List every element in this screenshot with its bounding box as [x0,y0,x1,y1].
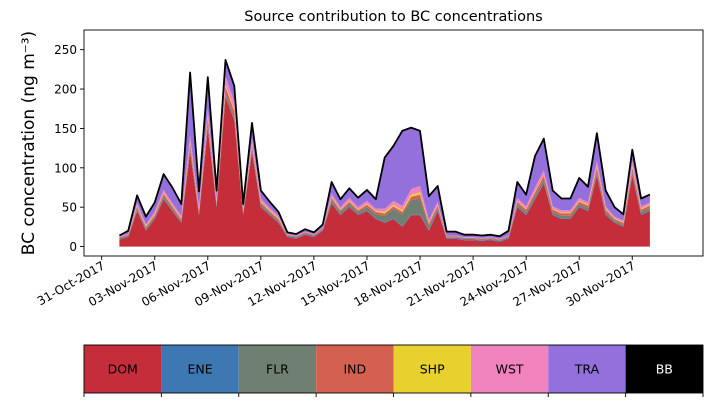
chart-title: Source contribution to BC concentrations [244,9,542,25]
legend-label-wst: WST [496,362,524,377]
y-tick-label: 50 [62,201,77,215]
legend-label-ind: IND [343,362,366,377]
legend-label-dom: DOM [108,362,138,377]
y-axis-label: BC concentration (ng m⁻³) [19,31,39,255]
legend-swatch-flr [238,345,317,393]
y-tick-label: 150 [54,122,77,136]
plot-frame [83,29,704,257]
legend-label-tra: TRA [574,362,600,377]
legend-swatch-shp [393,345,471,393]
legend-swatch-wst [470,345,549,393]
legend-swatch-dom [84,345,162,393]
legend: DOM ENE FLR IND SHP WST TRA BB [83,344,704,397]
area-series-tra [119,59,650,239]
legend-swatch-ene [161,345,239,393]
legend-swatch-tra [548,345,626,393]
legend-label-bb: BB [656,362,673,377]
y-tick-label: 0 [69,240,77,254]
y-tick-label: 100 [54,161,77,175]
y-tick-label: 250 [54,43,77,57]
area-series-ind [119,86,650,241]
legend-label-ene: ENE [187,362,212,377]
total-line [118,59,651,238]
legend-swatch-bb [625,345,703,393]
legend-label-shp: SHP [420,362,445,377]
area-series-dom [119,96,650,247]
area-series-wst [119,75,650,240]
plot-area: 05010015020025031-Oct-201703-Nov-201706-… [35,29,704,309]
legend-label-flr: FLR [266,362,289,377]
legend-swatch-ind [316,345,394,393]
y-tick-label: 200 [54,83,77,97]
legend-frame [83,344,704,394]
